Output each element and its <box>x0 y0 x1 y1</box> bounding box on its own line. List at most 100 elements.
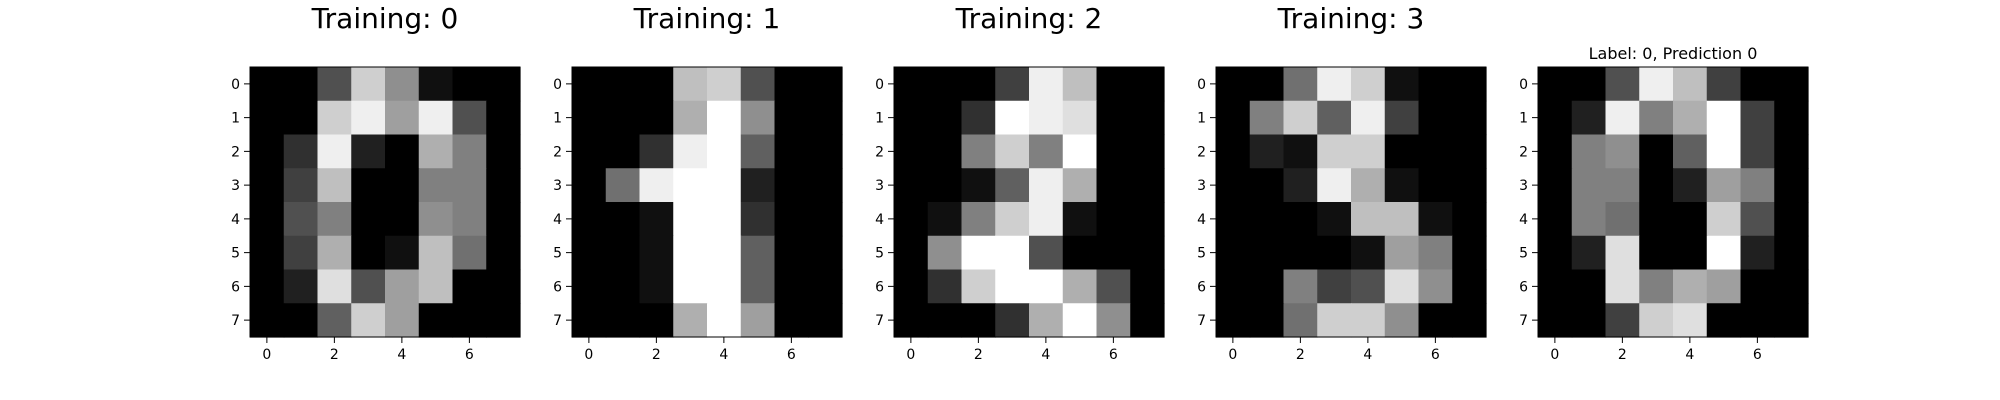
pixel-cell <box>385 168 420 203</box>
pixel-cell <box>1452 168 1487 203</box>
pixel-cell <box>1384 67 1420 102</box>
pixel-cell <box>351 134 386 169</box>
pixel-cell <box>808 67 843 102</box>
pixel-cell <box>486 202 521 237</box>
pixel-cell <box>1452 67 1487 102</box>
pixel-cell <box>351 202 386 237</box>
pixel-cell <box>1571 235 1607 271</box>
y-tick-label: 3 <box>1197 178 1206 194</box>
pixel-cell <box>1283 303 1318 338</box>
pixel-cell <box>605 269 641 304</box>
pixel-cell <box>740 134 776 169</box>
x-tick-label: 0 <box>584 347 593 363</box>
pixel-cell <box>1317 134 1352 169</box>
pixel-cell <box>572 168 607 203</box>
pixel-cell <box>894 235 929 271</box>
pixel-cell <box>486 168 521 203</box>
pixel-cell <box>961 168 996 203</box>
y-tick-label: 4 <box>231 212 240 228</box>
x-tick-label: 2 <box>652 347 661 363</box>
x-tick-label: 6 <box>787 347 796 363</box>
pixel-cell <box>927 168 963 203</box>
pixel-cell <box>1452 100 1487 136</box>
pixel-cell <box>385 269 420 304</box>
pixel-cell <box>486 67 521 102</box>
pixel-cell <box>1062 235 1098 271</box>
pixel-cell <box>1418 303 1453 338</box>
pixel-cell <box>452 134 487 169</box>
pixel-cell <box>1351 269 1386 304</box>
subplot-title: Training: 3 <box>1277 2 1425 35</box>
pixel-cell <box>740 67 776 102</box>
pixel-cell <box>740 168 776 203</box>
pixel-cell <box>486 100 521 136</box>
pixel-cell <box>1706 134 1742 169</box>
x-tick-label: 4 <box>719 347 728 363</box>
pixel-cell <box>1639 134 1674 169</box>
pixel-cell <box>1029 202 1064 237</box>
pixel-cell <box>1351 202 1386 237</box>
pixel-cell <box>250 168 285 203</box>
pixel-cell <box>1605 168 1640 203</box>
pixel-cell <box>418 168 454 203</box>
pixel-cell <box>572 134 607 169</box>
y-tick-label: 2 <box>1197 144 1206 160</box>
pixel-cell <box>961 100 996 136</box>
pixel-cell <box>1740 269 1775 304</box>
pixel-cell <box>1317 168 1352 203</box>
pixel-cell <box>1249 67 1285 102</box>
pixel-cell <box>486 134 521 169</box>
pixel-cell <box>1351 235 1386 271</box>
pixel-cell <box>418 269 454 304</box>
pixel-cell <box>605 235 641 271</box>
pixel-cell <box>774 303 809 338</box>
pixel-cell <box>1029 269 1064 304</box>
pixel-cell <box>1062 168 1098 203</box>
pixel-cell <box>1571 168 1607 203</box>
pixel-cell <box>1538 134 1573 169</box>
y-tick-label: 6 <box>553 279 562 295</box>
pixel-cell <box>1639 235 1674 271</box>
pixel-cell <box>385 303 420 338</box>
pixel-cell <box>1452 269 1487 304</box>
pixel-cell <box>740 202 776 237</box>
subplot-title: Label: 0, Prediction 0 <box>1589 44 1758 63</box>
pixel-cell <box>894 202 929 237</box>
pixel-cell <box>385 134 420 169</box>
pixel-cell <box>486 303 521 338</box>
pixel-cell <box>1029 100 1064 136</box>
pixel-cell <box>1740 303 1775 338</box>
pixel-cell <box>774 202 809 237</box>
pixel-cell <box>1249 202 1285 237</box>
pixel-cell <box>418 303 454 338</box>
y-tick-label: 7 <box>1519 313 1528 329</box>
x-tick-label: 6 <box>465 347 474 363</box>
pixel-cell <box>961 303 996 338</box>
pixel-cell <box>740 100 776 136</box>
pixel-cell <box>774 168 809 203</box>
pixel-cell <box>894 303 929 338</box>
pixel-cell <box>774 235 809 271</box>
x-tick-label: 2 <box>974 347 983 363</box>
y-tick-label: 2 <box>553 144 562 160</box>
pixel-cell <box>1384 134 1420 169</box>
pixel-cell <box>452 235 487 271</box>
pixel-cell <box>1317 303 1352 338</box>
pixel-cell <box>1571 303 1607 338</box>
pixel-cell <box>1130 202 1165 237</box>
pixel-cell <box>1351 168 1386 203</box>
pixel-cell <box>385 202 420 237</box>
pixel-cell <box>1673 303 1708 338</box>
pixel-cell <box>1384 269 1420 304</box>
pixel-cell <box>283 202 319 237</box>
pixel-cell <box>639 269 674 304</box>
pixel-cell <box>1317 100 1352 136</box>
x-tick-label: 2 <box>1296 347 1305 363</box>
pixel-cell <box>317 67 352 102</box>
pixel-cell <box>1639 269 1674 304</box>
pixel-cell <box>452 100 487 136</box>
pixel-cell <box>486 235 521 271</box>
y-tick-label: 7 <box>231 313 240 329</box>
pixel-cell <box>1062 100 1098 136</box>
pixel-cell <box>707 303 742 338</box>
